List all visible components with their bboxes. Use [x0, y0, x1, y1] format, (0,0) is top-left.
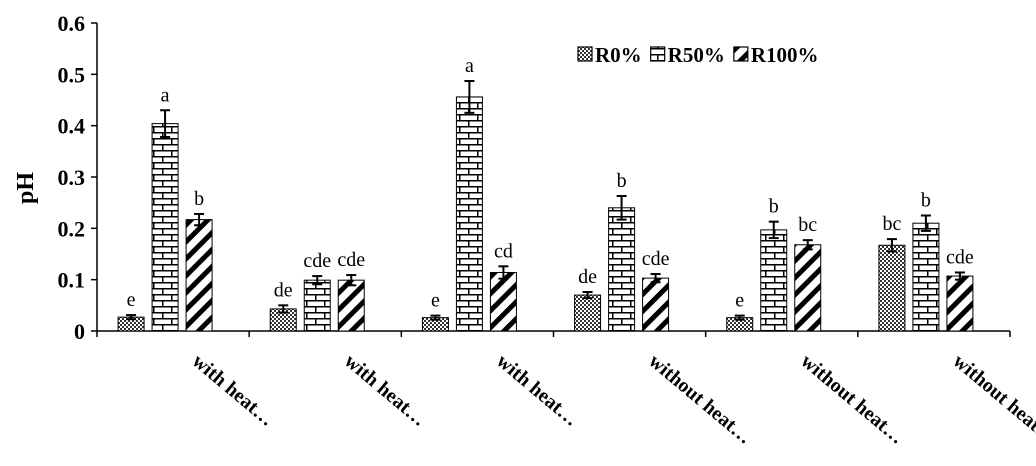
significance-letter: bc — [882, 213, 901, 235]
y-tick-label: 0.5 — [58, 62, 86, 87]
significance-letter: cde — [946, 246, 974, 268]
significance-letter: cd — [494, 240, 513, 262]
significance-letter: a — [161, 84, 170, 106]
significance-letter: b — [769, 196, 779, 218]
bar-R50% — [912, 222, 940, 332]
significance-letter: a — [465, 55, 474, 77]
significance-letter: de — [578, 266, 597, 288]
y-tick-label: 0.1 — [58, 268, 86, 293]
significance-letter: e — [431, 290, 440, 312]
legend-label: R0% — [595, 43, 642, 67]
bar-R100% — [489, 271, 517, 332]
y-tick-label: 0 — [74, 319, 85, 344]
x-category-label: with heat… — [188, 350, 278, 431]
significance-letter: b — [617, 170, 627, 192]
significance-letter: e — [127, 289, 136, 311]
bar-R100% — [946, 275, 974, 332]
bar-R100% — [642, 277, 670, 332]
significance-letter: e — [735, 290, 744, 312]
bar-R50% — [760, 229, 788, 332]
legend-swatch-R100% — [733, 46, 749, 62]
y-tick-label: 0.4 — [58, 114, 86, 139]
significance-letter: cde — [337, 249, 365, 271]
y-axis-label: pH — [13, 172, 39, 204]
significance-letter: b — [194, 188, 204, 210]
bar-R0% — [878, 244, 906, 332]
bar-R50% — [303, 279, 331, 332]
legend-label: R50% — [668, 43, 725, 67]
significance-letter: cde — [642, 248, 670, 270]
x-category-label: with heat… — [492, 350, 582, 431]
bar-R100% — [794, 244, 822, 332]
y-tick-label: 0.6 — [58, 11, 86, 36]
legend-swatch-R50% — [650, 46, 666, 62]
x-category-label: with heat… — [340, 350, 430, 431]
significance-letter: cde — [303, 250, 331, 272]
significance-letter: b — [921, 190, 931, 212]
x-category-label: without heat… — [949, 350, 1036, 449]
bar-R50% — [455, 96, 483, 332]
bar-R0% — [574, 294, 602, 332]
significance-letter: bc — [798, 214, 817, 236]
x-category-label: without heat… — [797, 350, 909, 449]
x-category-label: without heat… — [644, 350, 756, 449]
bar-R100% — [337, 279, 365, 332]
y-tick-label: 0.2 — [58, 216, 86, 241]
legend: R0% R50% R100% — [577, 43, 819, 67]
legend-label: R100% — [751, 43, 819, 67]
bar-R50% — [151, 123, 179, 332]
bar-R100% — [185, 219, 213, 332]
bar-R50% — [608, 207, 636, 332]
y-tick-label: 0.3 — [58, 165, 86, 190]
significance-letter: de — [274, 279, 293, 301]
legend-swatch-R0% — [577, 46, 593, 62]
